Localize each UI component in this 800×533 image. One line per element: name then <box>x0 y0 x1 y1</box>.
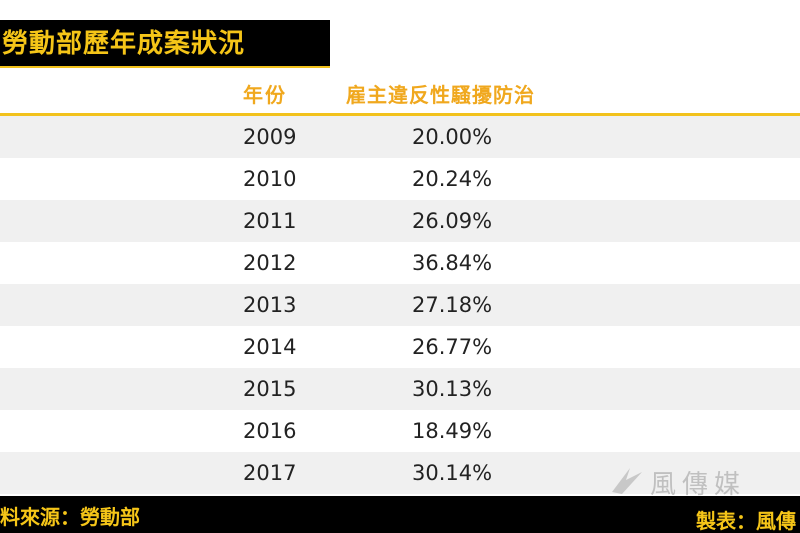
watermark-text: 風傳媒 <box>650 470 747 500</box>
table-row: 2014 26.77% <box>0 326 800 368</box>
storm-media-logo-icon <box>612 468 642 494</box>
maker-credit: 製表：風傳 <box>696 509 796 533</box>
table-row: 2009 20.00% <box>0 116 800 158</box>
table-row: 2016 18.49% <box>0 410 800 452</box>
rate-cell: 26.77% <box>412 335 493 359</box>
rate-cell: 18.49% <box>412 419 493 443</box>
column-header-year: 年份 <box>243 83 287 107</box>
rate-cell: 36.84% <box>412 251 493 275</box>
rate-cell: 26.09% <box>412 209 493 233</box>
year-cell: 2016 <box>243 419 297 443</box>
year-cell: 2015 <box>243 377 297 401</box>
table-row: 2012 36.84% <box>0 242 800 284</box>
header-divider <box>0 113 800 116</box>
rate-cell: 20.24% <box>412 167 493 191</box>
footer-bar: 料來源：勞動部 製表：風傳 <box>0 496 800 533</box>
year-cell: 2013 <box>243 293 297 317</box>
table-row: 2013 27.18% <box>0 284 800 326</box>
table-header: 年份 雇主違反性騷擾防治 <box>0 75 800 113</box>
page-title: 勞動部歷年成案狀況 <box>2 29 246 59</box>
year-cell: 2010 <box>243 167 297 191</box>
watermark: 風傳媒 <box>608 462 758 502</box>
year-cell: 2012 <box>243 251 297 275</box>
table-body: 2009 20.00% 2010 20.24% 2011 26.09% 2012… <box>0 116 800 494</box>
table-row: 2010 20.24% <box>0 158 800 200</box>
year-cell: 2009 <box>243 125 297 149</box>
source-credit: 料來源：勞動部 <box>0 505 140 529</box>
column-header-rate: 雇主違反性騷擾防治 <box>346 83 535 107</box>
year-cell: 2017 <box>243 461 297 485</box>
title-bar: 勞動部歷年成案狀況 <box>0 20 330 68</box>
rate-cell: 30.14% <box>412 461 493 485</box>
year-cell: 2014 <box>243 335 297 359</box>
table-row: 2017 30.14% <box>0 452 800 494</box>
table-row: 2011 26.09% <box>0 200 800 242</box>
rate-cell: 20.00% <box>412 125 493 149</box>
year-cell: 2011 <box>243 209 297 233</box>
rate-cell: 30.13% <box>412 377 493 401</box>
rate-cell: 27.18% <box>412 293 493 317</box>
table-row: 2015 30.13% <box>0 368 800 410</box>
